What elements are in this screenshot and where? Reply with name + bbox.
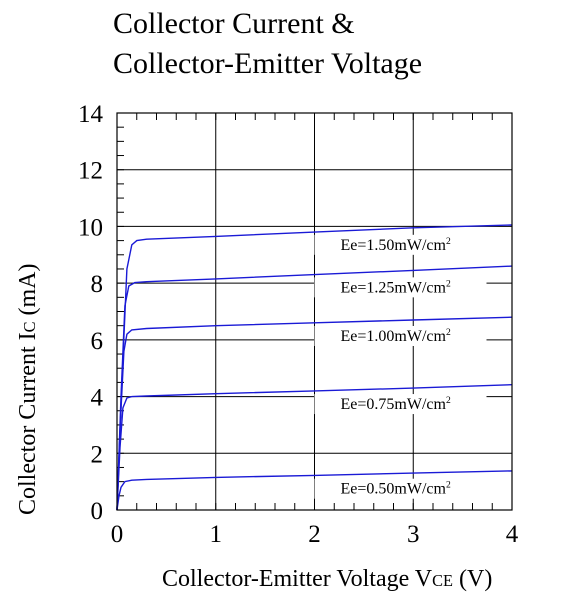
- grid: [116, 112, 513, 511]
- series-label-1: Ee=1.25mW/cm2: [341, 278, 451, 296]
- y-tick-label-1: 2: [91, 441, 104, 468]
- series-label-text-4: Ee=0.50mW/cm: [341, 481, 447, 498]
- x-tick-labels: 0 1 2 3 4: [111, 521, 519, 548]
- y-tick-label-7: 14: [78, 101, 104, 128]
- y-tick-label-3: 6: [91, 328, 104, 355]
- series-label-text-0: Ee=1.50mW/cm: [341, 237, 447, 254]
- y-tick-labels: 0 2 4 6 8 10 12 14: [78, 101, 104, 525]
- x-tick-label-2: 2: [308, 521, 321, 548]
- series-label-bg-2: [314, 325, 487, 346]
- series-label-bg-1: [314, 277, 487, 298]
- series-label-superscript-0: 2: [446, 236, 451, 247]
- y-tick-label-5: 10: [78, 214, 103, 241]
- x-axis-label-subscript: CE: [432, 571, 453, 590]
- y-axis-label-unit: (mA): [15, 264, 41, 322]
- series-group: [116, 224, 513, 511]
- series-line-3: [116, 384, 513, 511]
- chart-title-line-1: Collector Current &: [113, 7, 355, 40]
- chart-title-line-2: Collector-Emitter Voltage: [113, 47, 422, 80]
- series-label-text-1: Ee=1.25mW/cm: [341, 279, 447, 296]
- series-label-3: Ee=0.75mW/cm2: [341, 395, 451, 413]
- x-tick-label-1: 1: [210, 521, 223, 548]
- series-label-superscript-4: 2: [446, 480, 451, 491]
- x-axis-label-text: Collector-Emitter Voltage V: [162, 566, 433, 592]
- y-axis-label-text: Collector Current I: [15, 332, 41, 515]
- x-tick-label-4: 4: [506, 521, 519, 548]
- y-axis-label-subscript: C: [20, 321, 39, 332]
- series-label-text-3: Ee=0.75mW/cm: [341, 396, 447, 413]
- y-tick-label-0: 0: [91, 498, 104, 525]
- series-line-1: [116, 265, 513, 511]
- series-label-bg-3: [314, 394, 487, 415]
- series-line-4: [116, 470, 513, 511]
- y-tick-label-4: 8: [91, 271, 104, 298]
- series-label-2: Ee=1.00mW/cm2: [341, 327, 451, 345]
- x-tick-label-0: 0: [111, 521, 124, 548]
- series-label-bg-4: [314, 478, 487, 499]
- series-label-text-2: Ee=1.00mW/cm: [341, 328, 447, 345]
- series-label-superscript-1: 2: [446, 278, 451, 289]
- series-label-bg-0: [314, 234, 487, 255]
- y-axis-label: Collector Current IC (mA): [15, 264, 41, 516]
- series-label-0: Ee=1.50mW/cm2: [341, 236, 451, 254]
- series-label-superscript-3: 2: [446, 395, 451, 406]
- x-axis-label: Collector-Emitter Voltage VCE (V): [162, 566, 492, 592]
- y-tick-label-6: 12: [78, 158, 103, 185]
- series-line-2: [116, 316, 513, 511]
- plot-area-frame: [116, 112, 513, 511]
- series-label-superscript-2: 2: [446, 327, 451, 338]
- x-tick-label-3: 3: [407, 521, 420, 548]
- series-label-4: Ee=0.50mW/cm2: [341, 480, 451, 498]
- series-labels: Ee=1.50mW/cm2Ee=1.25mW/cm2Ee=1.00mW/cm2E…: [314, 234, 487, 499]
- y-tick-label-2: 4: [91, 385, 104, 412]
- x-axis-label-unit: (V): [453, 566, 492, 592]
